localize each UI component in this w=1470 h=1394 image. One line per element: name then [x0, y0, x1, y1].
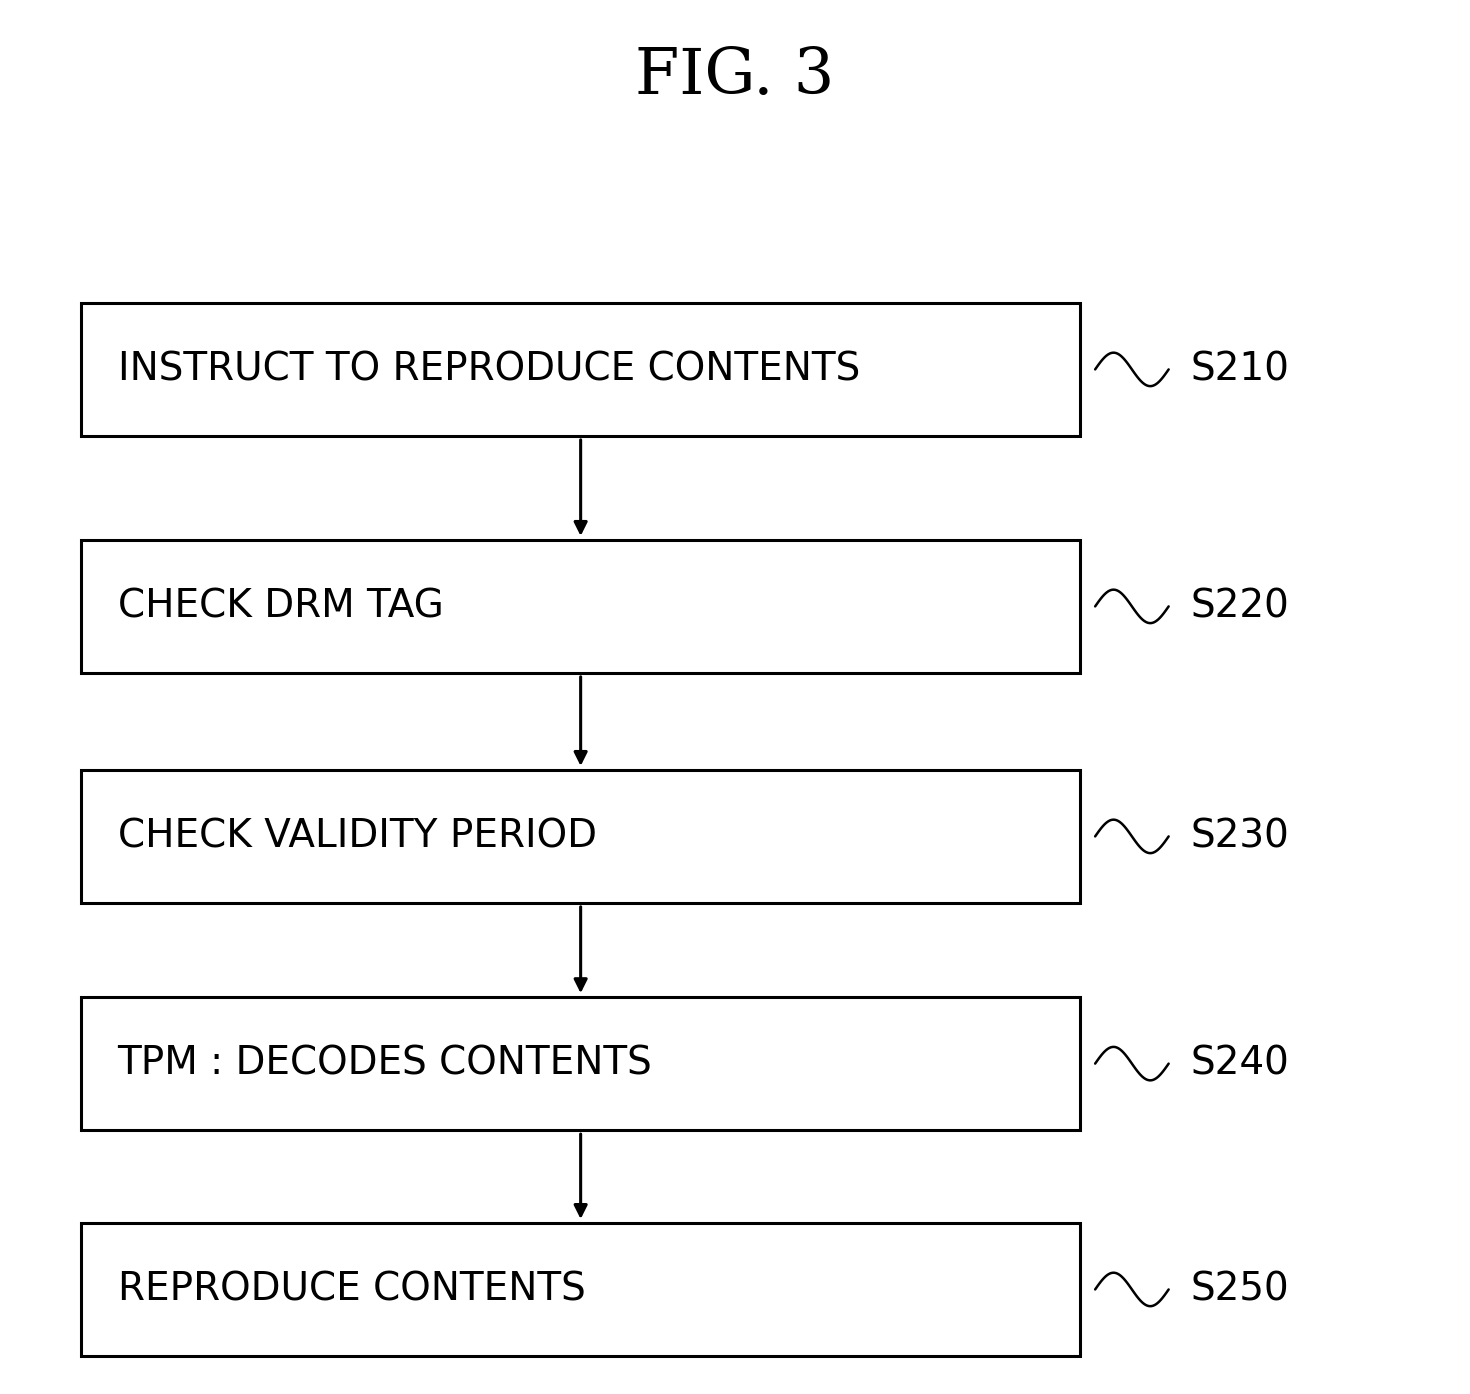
Text: FIG. 3: FIG. 3	[635, 46, 835, 107]
Text: S230: S230	[1191, 817, 1289, 856]
Bar	[81, 769, 1080, 903]
Bar	[81, 998, 1080, 1129]
Bar	[81, 304, 1080, 435]
Text: S210: S210	[1191, 350, 1289, 389]
Bar	[81, 541, 1080, 673]
Text: TPM : DECODES CONTENTS: TPM : DECODES CONTENTS	[118, 1044, 653, 1083]
Text: CHECK VALIDITY PERIOD: CHECK VALIDITY PERIOD	[118, 817, 597, 856]
Text: S250: S250	[1191, 1270, 1289, 1309]
Bar	[81, 1224, 1080, 1355]
Text: INSTRUCT TO REPRODUCE CONTENTS: INSTRUCT TO REPRODUCE CONTENTS	[118, 350, 860, 389]
Text: S240: S240	[1191, 1044, 1289, 1083]
Text: REPRODUCE CONTENTS: REPRODUCE CONTENTS	[118, 1270, 585, 1309]
Text: CHECK DRM TAG: CHECK DRM TAG	[118, 587, 444, 626]
Text: S220: S220	[1191, 587, 1289, 626]
